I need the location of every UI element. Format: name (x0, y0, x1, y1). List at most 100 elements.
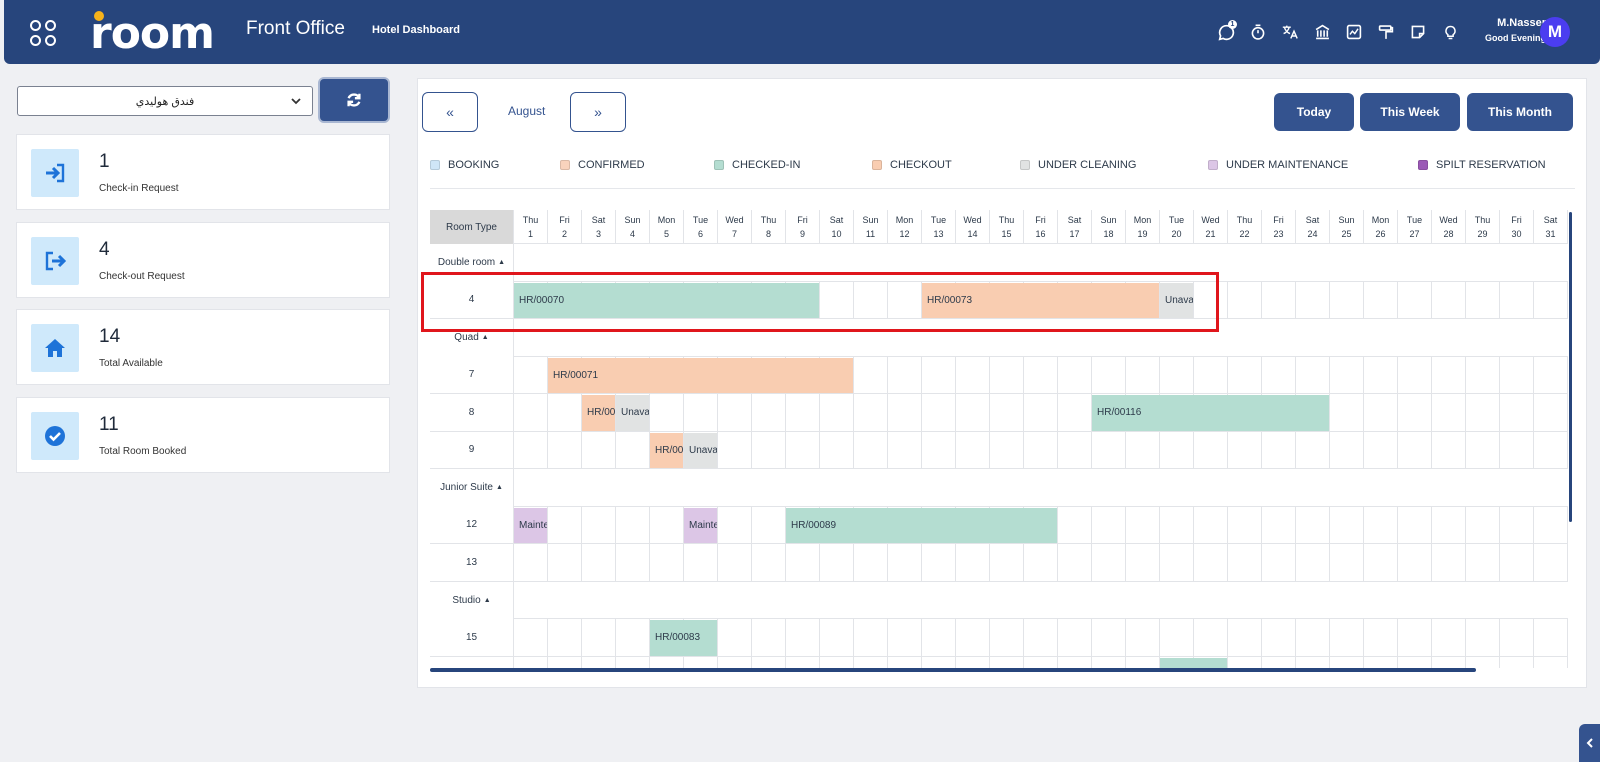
this-week-button[interactable]: This Week (1360, 93, 1460, 131)
avatar[interactable]: M (1540, 17, 1570, 47)
day-cell[interactable] (1228, 656, 1262, 668)
day-cell[interactable] (1126, 431, 1160, 469)
day-cell[interactable] (1534, 506, 1568, 544)
day-cell[interactable] (1262, 431, 1296, 469)
day-cell[interactable] (548, 619, 582, 657)
day-cell[interactable] (1296, 656, 1330, 668)
day-cell[interactable] (1092, 356, 1126, 394)
day-cell[interactable] (752, 656, 786, 668)
day-cell[interactable] (582, 544, 616, 582)
day-cell[interactable] (1432, 506, 1466, 544)
legend-item[interactable]: UNDER CLEANING (1020, 159, 1136, 171)
day-cell[interactable] (1058, 544, 1092, 582)
day-cell[interactable] (922, 431, 956, 469)
day-cell[interactable] (1024, 394, 1058, 432)
reservation-block[interactable]: HR/00074 (650, 432, 683, 468)
day-cell[interactable] (854, 281, 888, 319)
day-cell[interactable] (1296, 544, 1330, 582)
reservation-block[interactable]: Unavailable (1160, 282, 1193, 318)
day-cell[interactable] (888, 356, 922, 394)
day-cell[interactable] (1126, 544, 1160, 582)
day-cell[interactable] (1534, 619, 1568, 657)
day-cell[interactable] (888, 656, 922, 668)
day-cell[interactable] (718, 544, 752, 582)
day-cell[interactable] (1466, 506, 1500, 544)
reservation-block[interactable]: Unavailable (616, 395, 649, 431)
day-cell[interactable] (1364, 394, 1398, 432)
sticky-note-icon[interactable] (1402, 20, 1434, 44)
day-cell[interactable] (1398, 356, 1432, 394)
day-cell[interactable] (1126, 281, 1160, 319)
day-cell[interactable] (1534, 431, 1568, 469)
day-cell[interactable] (1194, 656, 1228, 668)
day-cell[interactable] (1058, 431, 1092, 469)
day-cell[interactable] (1432, 544, 1466, 582)
reservation-block[interactable]: HR/00083 (650, 620, 717, 656)
day-cell[interactable] (1466, 281, 1500, 319)
day-cell[interactable] (922, 656, 956, 668)
legend-item[interactable]: CHECKED-IN (714, 159, 800, 171)
day-cell[interactable] (1160, 619, 1194, 657)
reservation-block[interactable]: HR/00070 (514, 282, 819, 318)
day-cell[interactable] (786, 431, 820, 469)
day-cell[interactable] (1160, 506, 1194, 544)
day-cell[interactable] (1160, 431, 1194, 469)
reservation-block[interactable]: HR/00089 (786, 507, 1057, 543)
day-cell[interactable] (1500, 656, 1534, 668)
day-cell[interactable] (1466, 619, 1500, 657)
day-cell[interactable] (1228, 506, 1262, 544)
day-cell[interactable] (650, 506, 684, 544)
day-cell[interactable] (786, 544, 820, 582)
day-cell[interactable] (1296, 281, 1330, 319)
day-cell[interactable] (1432, 656, 1466, 668)
horizontal-scrollbar[interactable] (430, 668, 1476, 672)
day-cell[interactable] (1364, 506, 1398, 544)
day-cell[interactable] (1228, 619, 1262, 657)
reservation-block[interactable]: HR/00116 (1092, 395, 1329, 431)
day-cell[interactable] (1126, 619, 1160, 657)
day-cell[interactable] (616, 544, 650, 582)
day-cell[interactable] (1534, 544, 1568, 582)
day-cell[interactable] (1534, 281, 1568, 319)
day-cell[interactable] (888, 281, 922, 319)
legend-item[interactable]: CONFIRMED (560, 159, 645, 171)
day-cell[interactable] (1398, 281, 1432, 319)
day-cell[interactable] (888, 619, 922, 657)
day-cell[interactable] (1058, 656, 1092, 668)
day-cell[interactable] (548, 544, 582, 582)
room-type-group[interactable]: Junior Suite ▲ (430, 469, 514, 507)
reservation-block[interactable]: HR/00072 (582, 395, 615, 431)
day-cell[interactable] (582, 656, 616, 668)
day-cell[interactable] (922, 356, 956, 394)
day-cell[interactable] (1262, 356, 1296, 394)
day-cell[interactable] (1398, 431, 1432, 469)
day-cell[interactable] (1500, 394, 1534, 432)
reservation-block[interactable]: Maintenance (684, 507, 717, 543)
day-cell[interactable] (786, 619, 820, 657)
day-cell[interactable] (650, 394, 684, 432)
legend-item[interactable]: CHECKOUT (872, 159, 952, 171)
day-cell[interactable] (1398, 394, 1432, 432)
day-cell[interactable] (1194, 356, 1228, 394)
day-cell[interactable] (616, 506, 650, 544)
day-cell[interactable] (718, 656, 752, 668)
side-panel-toggle[interactable] (1579, 724, 1600, 762)
day-cell[interactable] (888, 394, 922, 432)
day-cell[interactable] (786, 394, 820, 432)
day-cell[interactable] (514, 619, 548, 657)
day-cell[interactable] (854, 431, 888, 469)
day-cell[interactable] (1500, 356, 1534, 394)
user-name[interactable]: M.Nasser (1497, 17, 1546, 29)
day-cell[interactable] (684, 619, 718, 657)
day-cell[interactable] (548, 431, 582, 469)
day-cell[interactable] (1500, 544, 1534, 582)
day-cell[interactable] (514, 356, 548, 394)
day-cell[interactable] (1160, 544, 1194, 582)
day-cell[interactable] (1534, 394, 1568, 432)
day-cell[interactable] (718, 394, 752, 432)
day-cell[interactable] (1500, 506, 1534, 544)
day-cell[interactable] (1296, 619, 1330, 657)
day-cell[interactable] (1194, 431, 1228, 469)
translate-icon[interactable] (1274, 20, 1306, 44)
day-cell[interactable] (1432, 356, 1466, 394)
